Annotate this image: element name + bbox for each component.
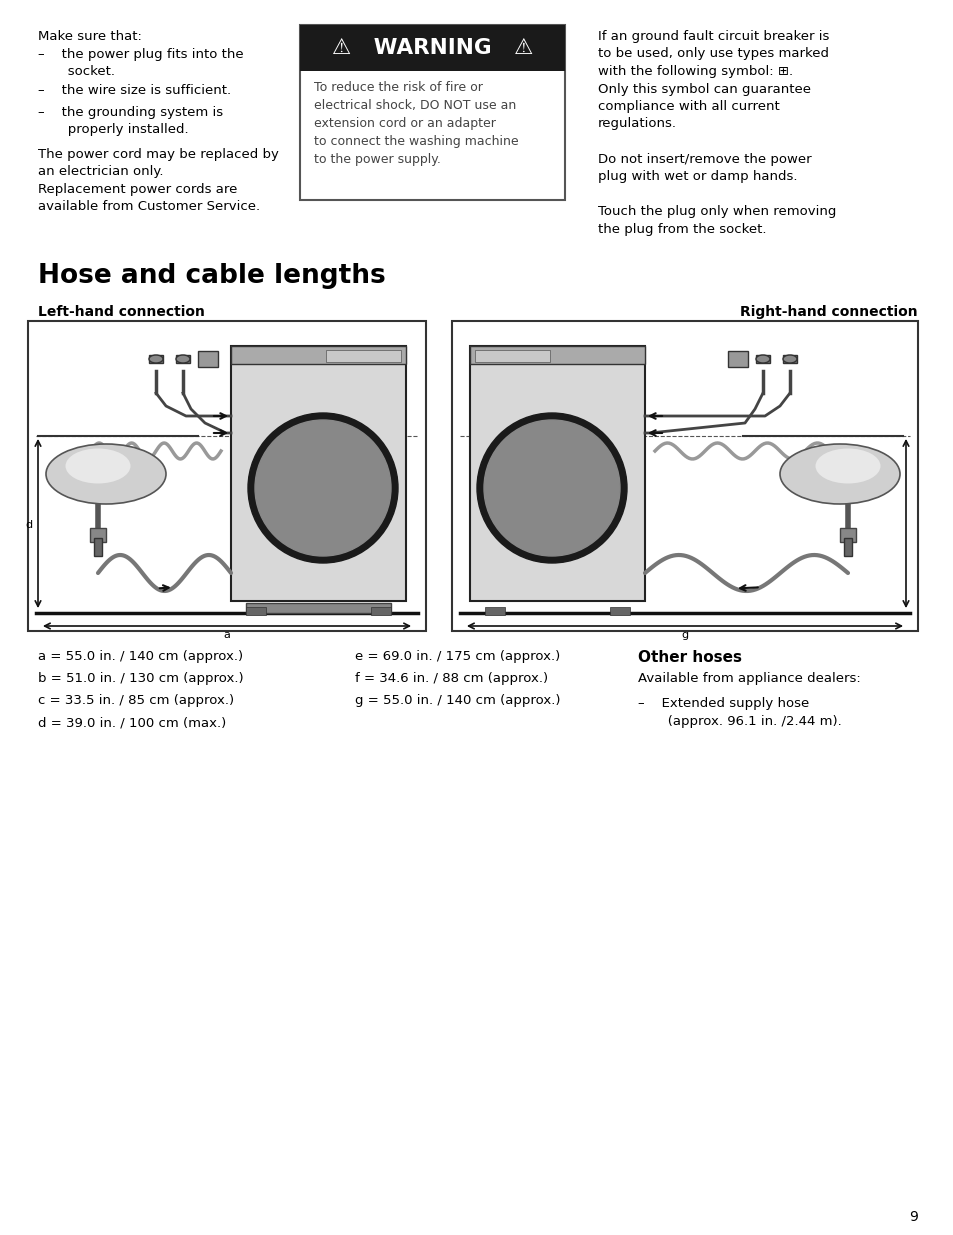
Ellipse shape <box>782 354 796 363</box>
Text: a = 55.0 in. / 140 cm (approx.): a = 55.0 in. / 140 cm (approx.) <box>38 650 243 663</box>
Bar <box>28 321 426 631</box>
Bar <box>246 606 266 615</box>
Text: ⚠   WARNING   ⚠: ⚠ WARNING ⚠ <box>332 38 533 58</box>
Bar <box>470 346 644 364</box>
Circle shape <box>248 412 397 563</box>
Ellipse shape <box>66 448 131 483</box>
Text: If an ground fault circuit breaker is
to be used, only use types marked
with the: If an ground fault circuit breaker is to… <box>598 30 836 236</box>
Circle shape <box>526 463 577 513</box>
Circle shape <box>268 433 377 543</box>
Bar <box>175 354 190 363</box>
Text: –    the grounding system is
       properly installed.: – the grounding system is properly insta… <box>38 106 223 136</box>
Circle shape <box>476 412 626 563</box>
Circle shape <box>281 446 365 530</box>
Text: e = 69.0 in. / 175 cm (approx.): e = 69.0 in. / 175 cm (approx.) <box>355 650 559 663</box>
Text: d = 39.0 in. / 100 cm (max.): d = 39.0 in. / 100 cm (max.) <box>38 716 226 729</box>
Circle shape <box>297 463 348 513</box>
Bar <box>371 606 391 615</box>
Bar <box>299 25 564 70</box>
Text: To reduce the risk of fire or
electrical shock, DO NOT use an
extension cord or : To reduce the risk of fire or electrical… <box>314 82 518 165</box>
Text: The power cord may be replaced by
an electrician only.
Replacement power cords a: The power cord may be replaced by an ele… <box>38 148 278 214</box>
Text: b = 51.0 in. / 130 cm (approx.): b = 51.0 in. / 130 cm (approx.) <box>38 672 243 685</box>
Text: Available from appliance dealers:: Available from appliance dealers: <box>638 672 860 685</box>
Bar <box>727 351 747 367</box>
Text: g: g <box>680 630 688 640</box>
Text: 9: 9 <box>908 1210 917 1224</box>
Bar <box>246 603 391 613</box>
Bar <box>840 529 855 542</box>
Bar <box>470 346 644 601</box>
Ellipse shape <box>149 354 163 363</box>
Bar <box>231 346 406 601</box>
Text: c = 33.5 in. / 85 cm (approx.): c = 33.5 in. / 85 cm (approx.) <box>38 694 233 706</box>
Ellipse shape <box>755 354 769 363</box>
Bar <box>475 350 550 362</box>
Bar <box>782 354 796 363</box>
Circle shape <box>254 420 391 556</box>
Text: –    Extended supply hose
       (approx. 96.1 in. /2.44 m).: – Extended supply hose (approx. 96.1 in.… <box>638 697 841 727</box>
Text: d: d <box>26 520 33 530</box>
Bar <box>90 529 106 542</box>
Bar <box>609 606 629 615</box>
Bar <box>843 538 851 556</box>
Bar <box>755 354 769 363</box>
Circle shape <box>311 475 335 500</box>
Text: Left-hand connection: Left-hand connection <box>38 305 205 319</box>
Text: Hose and cable lengths: Hose and cable lengths <box>38 263 385 289</box>
Bar <box>231 346 406 364</box>
Text: a: a <box>223 630 231 640</box>
Text: Other hoses: Other hoses <box>638 650 741 664</box>
Text: Right-hand connection: Right-hand connection <box>740 305 917 319</box>
Bar <box>198 351 218 367</box>
Text: g = 55.0 in. / 140 cm (approx.): g = 55.0 in. / 140 cm (approx.) <box>355 694 560 706</box>
Circle shape <box>483 420 619 556</box>
Bar <box>149 354 163 363</box>
Bar <box>484 606 504 615</box>
Text: f = 34.6 in. / 88 cm (approx.): f = 34.6 in. / 88 cm (approx.) <box>355 672 548 685</box>
Ellipse shape <box>175 354 190 363</box>
Text: –    the wire size is sufficient.: – the wire size is sufficient. <box>38 84 231 98</box>
Circle shape <box>510 446 594 530</box>
Bar <box>326 350 400 362</box>
Bar <box>299 25 564 200</box>
Circle shape <box>497 433 606 543</box>
Bar <box>452 321 917 631</box>
Ellipse shape <box>46 445 166 504</box>
Ellipse shape <box>815 448 880 483</box>
Ellipse shape <box>780 445 899 504</box>
Text: –    the power plug fits into the
       socket.: – the power plug fits into the socket. <box>38 48 243 78</box>
Text: Make sure that:: Make sure that: <box>38 30 142 43</box>
Bar <box>94 538 102 556</box>
Circle shape <box>539 475 563 500</box>
